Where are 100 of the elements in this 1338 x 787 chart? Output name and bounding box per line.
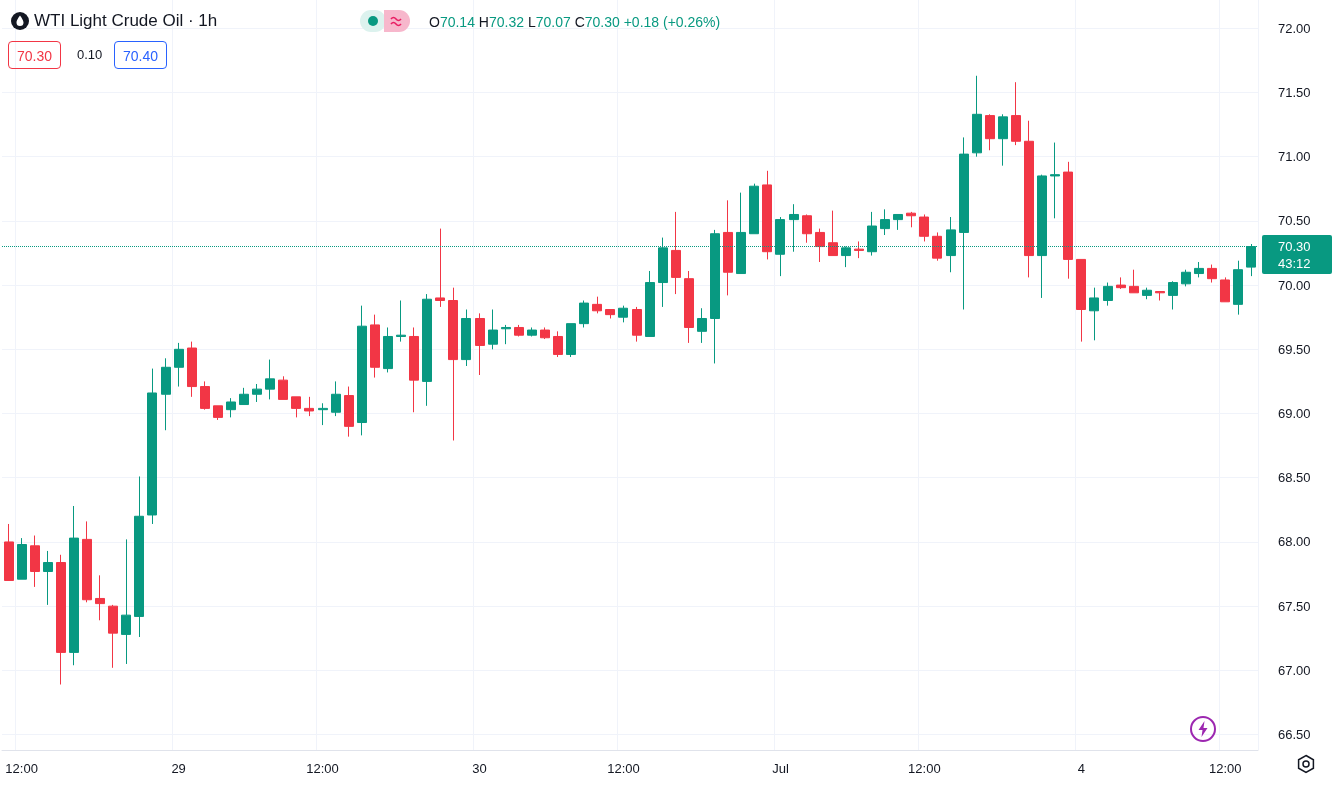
candlestick xyxy=(1024,120,1034,278)
candlestick xyxy=(121,538,131,665)
candlestick xyxy=(187,341,197,398)
annotation: 70.40 xyxy=(114,41,168,69)
candlestick xyxy=(932,231,942,262)
candlestick xyxy=(17,537,27,580)
candlestick xyxy=(239,387,249,406)
candlestick xyxy=(854,240,864,259)
y-tick-label: 71.50 xyxy=(1278,84,1311,100)
candlestick xyxy=(749,183,759,235)
candlestick xyxy=(291,396,301,418)
candlestick xyxy=(592,296,602,314)
x-tick-label: 29 xyxy=(171,761,186,776)
candlestick xyxy=(370,314,380,379)
candlestick xyxy=(56,554,66,685)
candlestick xyxy=(134,475,144,638)
candlestick xyxy=(252,383,262,403)
text: O70.14 H70.32 L70.07 C70.30 +0.18 (+0.26%) xyxy=(429,14,721,30)
candlestick xyxy=(1233,260,1243,316)
y-tick-label: 69.50 xyxy=(1278,341,1311,357)
candlestick xyxy=(1089,287,1099,341)
candlestick xyxy=(1050,142,1060,219)
candlestick xyxy=(1116,276,1126,290)
y-tick-label: 71.00 xyxy=(1278,149,1311,165)
candlestick xyxy=(1011,81,1021,146)
candlestick xyxy=(396,300,406,343)
x-tick-label: 12:00 xyxy=(908,761,941,776)
candlestick xyxy=(618,305,628,323)
x-tick-label: 30 xyxy=(472,761,487,776)
candlestick xyxy=(357,305,367,436)
candlestick xyxy=(30,535,40,588)
text: WTI Light Crude Oil · 1h xyxy=(34,11,218,31)
candlestick xyxy=(645,270,655,337)
y-tick-label: 68.50 xyxy=(1278,470,1311,486)
candlestick xyxy=(43,550,53,606)
y-tick-label: 69.00 xyxy=(1278,406,1311,422)
annotation: 70.30 xyxy=(8,41,62,69)
candlestick xyxy=(880,208,890,236)
candlestick xyxy=(226,397,236,418)
candlestick xyxy=(527,326,537,337)
candlestick xyxy=(147,368,157,525)
candlestick xyxy=(893,213,903,231)
candlestick xyxy=(579,300,589,328)
candlestick xyxy=(802,213,812,244)
candlestick xyxy=(213,405,223,421)
x-tick-label: 12:00 xyxy=(607,761,640,776)
candlestick xyxy=(1194,261,1204,278)
candlestick xyxy=(82,520,92,603)
candlestick xyxy=(69,505,79,666)
candlestick xyxy=(540,326,550,340)
candlestick xyxy=(815,228,825,263)
candlestick xyxy=(1181,269,1191,287)
candlestick xyxy=(488,309,498,350)
candlestick xyxy=(1129,269,1139,294)
x-tick-label: Jul xyxy=(772,761,789,776)
candlestick xyxy=(919,213,929,242)
annotation: 0.10 xyxy=(77,46,103,64)
y-tick-label: 70.00 xyxy=(1278,277,1311,293)
candlestick xyxy=(344,386,354,438)
candlestick xyxy=(1168,280,1178,310)
text: 43:12 xyxy=(1278,254,1312,272)
candlestick xyxy=(1103,282,1113,307)
candlestick xyxy=(671,211,681,295)
candlestick xyxy=(828,210,838,257)
candlestick xyxy=(304,396,314,417)
candlestick xyxy=(1220,276,1230,303)
candlestick xyxy=(684,270,694,344)
candlestick xyxy=(998,113,1008,167)
candlestick xyxy=(632,306,642,343)
candlestick xyxy=(697,307,707,344)
candlestick xyxy=(448,287,458,441)
candlestick xyxy=(108,604,118,669)
candlestick xyxy=(435,228,445,308)
candlestick xyxy=(475,312,485,376)
candlestick xyxy=(553,330,563,358)
candlestick xyxy=(265,359,275,400)
x-tick-label: 12:00 xyxy=(306,761,339,776)
candlestick xyxy=(174,342,184,388)
candlestick xyxy=(461,309,471,367)
candlestick xyxy=(762,170,772,260)
x-tick-label: 12:00 xyxy=(1209,761,1242,776)
candlestick xyxy=(278,375,288,400)
y-tick-label: 70.50 xyxy=(1278,213,1311,229)
candlestick xyxy=(1142,287,1152,300)
candlestick xyxy=(383,326,393,373)
candlestick xyxy=(566,323,576,358)
candlestick xyxy=(422,293,432,407)
y-tick-label: 72.00 xyxy=(1278,20,1311,36)
y-tick-label: 66.50 xyxy=(1278,727,1311,743)
candlestick xyxy=(501,324,511,345)
candlestick xyxy=(605,309,615,319)
y-tick-label: 67.00 xyxy=(1278,662,1311,678)
candlestick xyxy=(1076,258,1086,343)
candlestick xyxy=(95,574,105,621)
candlestick xyxy=(200,380,210,411)
candlestick xyxy=(985,113,995,151)
y-tick-label: 67.50 xyxy=(1278,598,1311,614)
candlestick xyxy=(972,75,982,158)
y-tick-label: 68.00 xyxy=(1278,534,1311,550)
candlestick xyxy=(1207,264,1217,284)
